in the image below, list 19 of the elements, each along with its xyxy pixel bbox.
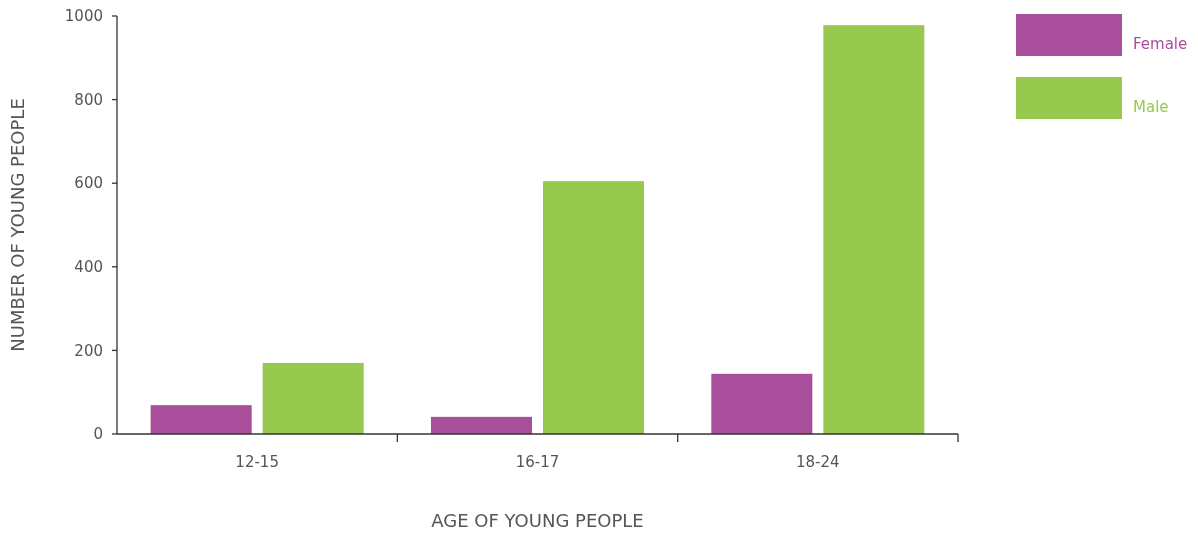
x-axis-title: AGE OF YOUNG PEOPLE: [431, 510, 644, 531]
y-tick-label: 1000: [64, 7, 103, 26]
y-tick-label: 400: [74, 258, 103, 277]
y-axis-title: NUMBER OF YOUNG PEOPLE: [7, 98, 28, 352]
y-tick-label: 800: [74, 90, 103, 109]
bar: [711, 373, 813, 434]
text: Male: [1133, 98, 1169, 117]
bar: [543, 181, 645, 434]
bar: [262, 362, 364, 434]
y-tick-label: 600: [74, 174, 103, 193]
bar: [430, 416, 532, 434]
x-tick-label: 18-24: [796, 453, 840, 471]
x-tick-label: 16-17: [515, 453, 560, 471]
bar: [823, 25, 925, 434]
text: Female: [1133, 35, 1188, 54]
bar: [150, 405, 252, 434]
x-tick-label: 12-15: [235, 453, 279, 471]
y-tick-label: 200: [74, 341, 103, 360]
y-tick-label: 0: [93, 425, 103, 444]
